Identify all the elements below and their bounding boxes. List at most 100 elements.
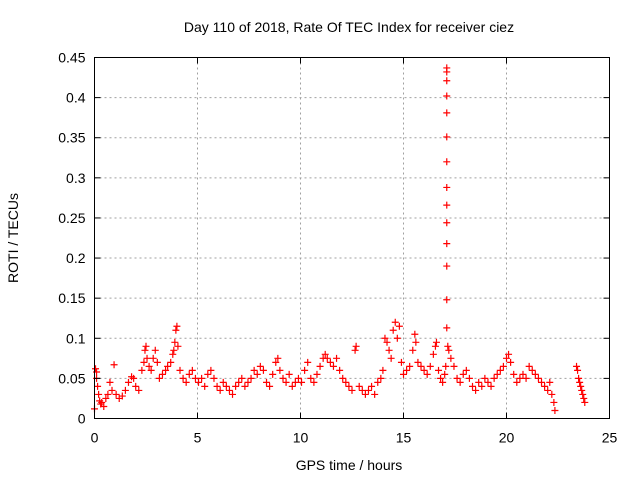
data-point [174, 342, 182, 350]
data-point [522, 374, 530, 382]
data-point [135, 386, 143, 394]
data-point [443, 158, 451, 166]
data-point [546, 378, 554, 386]
data-point [442, 362, 450, 370]
x-axis-label: GPS time / hours [296, 457, 403, 473]
y-tick-label: 0.1 [66, 330, 86, 346]
data-point [247, 374, 255, 382]
data-point [250, 366, 258, 374]
data-points [91, 64, 589, 414]
data-point [429, 350, 437, 358]
data-point [141, 346, 149, 354]
data-point [548, 390, 556, 398]
data-point [469, 382, 477, 390]
data-point [138, 366, 146, 374]
data-point [170, 346, 178, 354]
data-point [423, 370, 431, 378]
data-point [475, 378, 483, 386]
data-point [176, 366, 184, 374]
data-point [167, 358, 175, 366]
data-point [222, 382, 230, 390]
data-point [484, 378, 492, 386]
data-point [411, 330, 419, 338]
data-point [435, 366, 443, 374]
data-point [195, 378, 203, 386]
data-point [191, 374, 199, 382]
data-point [232, 382, 240, 390]
data-point [580, 394, 588, 402]
data-point [456, 378, 464, 386]
data-point [171, 338, 179, 346]
data-point [361, 390, 369, 398]
data-point [439, 378, 447, 386]
data-point [573, 362, 581, 370]
data-point [241, 382, 249, 390]
data-point [441, 370, 449, 378]
data-point [385, 346, 393, 354]
data-point [153, 358, 161, 366]
data-point [443, 201, 451, 209]
y-tick-label: 0.35 [58, 130, 85, 146]
data-point [443, 240, 451, 248]
data-point [351, 346, 359, 354]
data-point [158, 370, 166, 378]
data-point [400, 370, 407, 378]
data-point [437, 374, 445, 382]
data-point [503, 354, 510, 362]
data-point [493, 370, 501, 378]
data-point [381, 334, 389, 342]
data-point [104, 390, 112, 398]
data-point [213, 382, 221, 390]
data-point [310, 378, 318, 386]
data-point [368, 382, 376, 390]
data-point [279, 374, 287, 382]
data-point [204, 370, 212, 378]
data-point [155, 374, 163, 382]
y-tick-label: 0 [78, 411, 86, 427]
data-point [106, 378, 114, 386]
data-point [210, 374, 218, 382]
data-point [525, 362, 533, 370]
data-point [329, 362, 337, 370]
data-point [259, 366, 267, 374]
data-point [269, 370, 277, 378]
data-point [443, 296, 451, 304]
data-point [541, 382, 549, 390]
x-tick-label: 20 [499, 430, 515, 446]
data-point [403, 366, 411, 374]
data-point [379, 366, 387, 374]
data-point [575, 374, 583, 382]
data-point [481, 374, 489, 382]
data-point [140, 358, 148, 366]
data-point [443, 183, 451, 191]
data-point [409, 346, 417, 354]
data-point [462, 366, 470, 374]
data-point [391, 318, 399, 326]
data-point [395, 322, 403, 330]
data-point [207, 366, 215, 374]
data-point [444, 342, 452, 350]
data-point [383, 338, 391, 346]
x-tick-label: 15 [396, 430, 412, 446]
data-point [581, 398, 589, 406]
y-tick-label: 0.2 [66, 250, 86, 266]
data-point [579, 390, 587, 398]
data-point [229, 390, 237, 398]
data-point [450, 362, 458, 370]
data-point [577, 382, 585, 390]
y-axis-label: ROTI / TECUs [5, 193, 21, 283]
data-point [406, 362, 414, 370]
data-point [94, 382, 102, 390]
data-point [149, 354, 157, 362]
data-point [496, 366, 504, 374]
data-point [465, 374, 473, 382]
data-point [397, 358, 405, 366]
data-point [528, 366, 536, 374]
plot-frame [94, 57, 610, 419]
data-point [173, 322, 181, 330]
data-point [499, 362, 507, 370]
data-point [531, 370, 539, 378]
data-point [389, 326, 397, 334]
data-point [377, 374, 385, 382]
data-point [576, 378, 584, 386]
